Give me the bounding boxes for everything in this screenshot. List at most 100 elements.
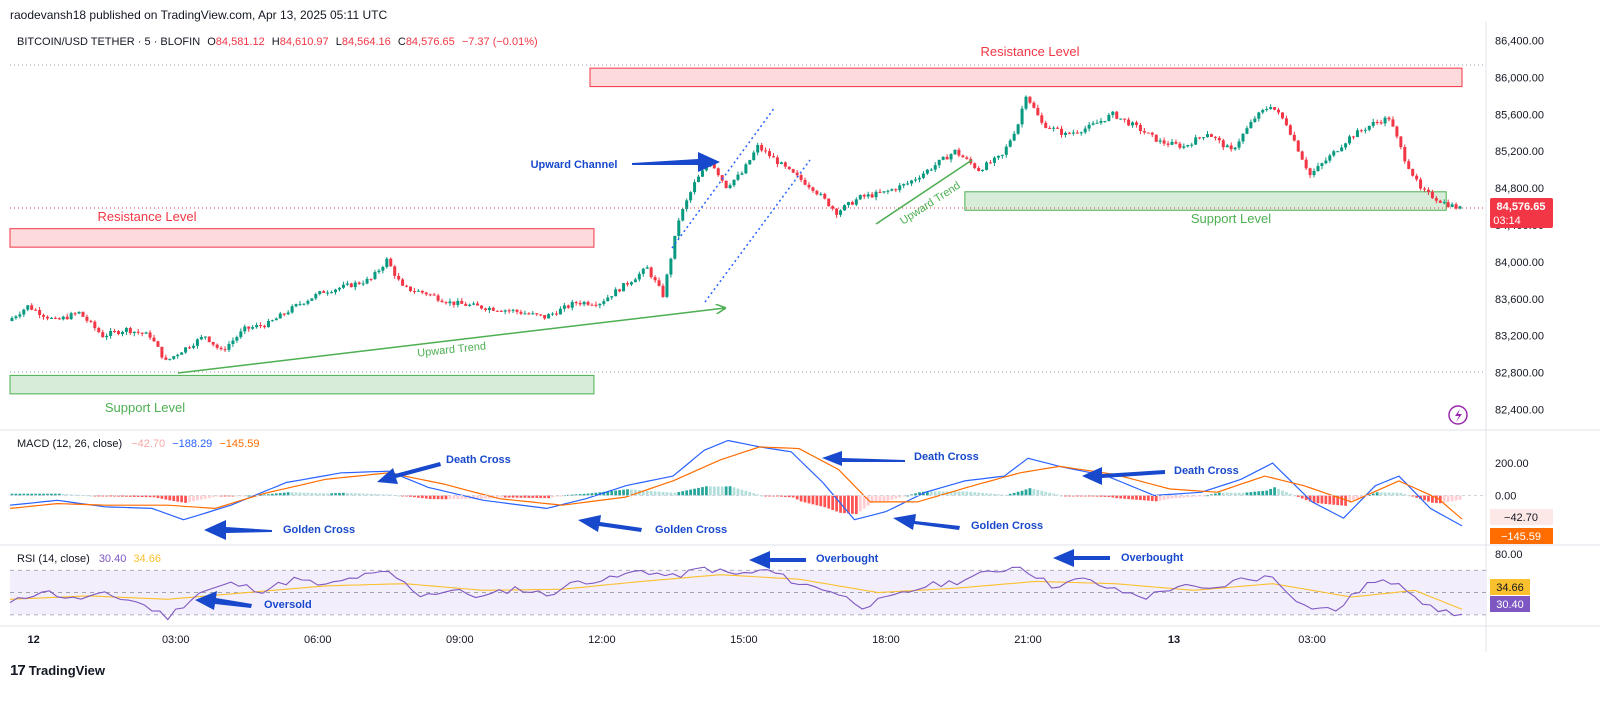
- candle: [614, 287, 618, 297]
- macd-hist-bar: [543, 495, 547, 499]
- candle: [858, 194, 862, 200]
- candle: [259, 322, 263, 329]
- golden-cross-arrow-1: [204, 520, 272, 540]
- lightning-icon[interactable]: [1448, 405, 1468, 425]
- candle: [771, 152, 775, 158]
- macd-hist-bar: [1127, 495, 1130, 500]
- zones-layer: [9, 67, 1463, 395]
- candle: [278, 311, 282, 319]
- time-axis[interactable]: 12 03:00 06:00 09:00 12:00 15:00 18:00 21:00 13 0…: [28, 634, 1326, 646]
- candle: [850, 200, 854, 205]
- candle: [1296, 140, 1300, 152]
- rsi-annotations: Oversold Overbought Overbought: [195, 549, 1184, 611]
- macd-hist-bar: [523, 495, 527, 498]
- candle: [314, 292, 318, 301]
- macd-hist-bar: [440, 495, 444, 500]
- macd-hist-bar: [697, 487, 700, 496]
- macd-hist-bar: [835, 495, 838, 512]
- macd-hist-bar: [1261, 490, 1265, 496]
- symbol-legend: BITCOIN/USD TETHER · 5 · BLOFIN O84,581.…: [17, 36, 538, 48]
- candle: [1249, 119, 1253, 129]
- candle: [1355, 128, 1359, 138]
- candle: [637, 271, 641, 282]
- time-axis-tick: 12:00: [588, 634, 616, 646]
- candle: [310, 298, 314, 302]
- candle: [1261, 108, 1265, 115]
- macd-hist-bar: [819, 495, 823, 507]
- candle: [1403, 144, 1407, 164]
- macd-hist-bar: [803, 495, 807, 503]
- macd-hist-bar: [1419, 495, 1422, 500]
- macd-hist-bar: [464, 495, 468, 499]
- macd-hist-bar: [77, 494, 81, 496]
- macd-hist-bar: [199, 495, 203, 500]
- macd-hist-bar: [973, 492, 977, 496]
- ohlc-open: 84,581.12: [216, 36, 265, 48]
- candle: [1083, 125, 1087, 135]
- macd-hist-bar: [503, 495, 507, 498]
- candle: [1099, 117, 1103, 125]
- macd-hist-bar: [1371, 493, 1375, 496]
- macd-hist-bar: [1431, 495, 1434, 503]
- candle: [105, 333, 109, 340]
- macd-hist-bar: [1166, 495, 1170, 500]
- upward-channel-lower: [704, 159, 811, 303]
- candle: [61, 315, 65, 321]
- macd-hist-bar: [1178, 495, 1182, 498]
- macd-hist-bar: [188, 495, 191, 503]
- candle: [929, 168, 933, 172]
- rsi-ma-tag-label: 34.66: [1496, 582, 1524, 594]
- candle: [1174, 139, 1178, 145]
- candle: [724, 180, 728, 189]
- macd-hist-bar: [1012, 492, 1016, 496]
- macd-hist-bar: [1344, 495, 1347, 506]
- rsi-tag-label: 30.40: [1496, 599, 1524, 611]
- candle: [286, 310, 290, 316]
- candle: [854, 197, 858, 207]
- macd-hist-bar: [117, 495, 120, 497]
- candle: [1067, 132, 1071, 135]
- candle: [57, 317, 61, 320]
- candle: [1150, 131, 1154, 138]
- upward-trend-line-1: [177, 308, 725, 374]
- macd-hist-bar: [132, 495, 136, 497]
- macd-hist-bar: [1229, 492, 1233, 496]
- price-axis-tick: 86,000.00: [1495, 72, 1544, 84]
- candle: [1052, 126, 1056, 132]
- macd-hist-bar: [854, 495, 858, 515]
- tradingview-brand[interactable]: 17 TradingView: [10, 662, 105, 679]
- price-axis[interactable]: 86,400.00 86,000.00 85,600.00 85,200.00 84,8…: [1495, 35, 1544, 416]
- price-axis-tick: 82,800.00: [1495, 368, 1544, 380]
- candle: [787, 166, 791, 170]
- candle: [831, 205, 835, 211]
- macd-hist-bar: [1237, 492, 1241, 496]
- macd-hist-bar: [1265, 490, 1269, 496]
- macd-hist-bar: [298, 492, 302, 496]
- macd-hist-bar: [728, 486, 732, 496]
- oversold-arrow: [195, 591, 252, 610]
- candle: [1348, 134, 1352, 146]
- macd-axis[interactable]: 200.00 0.00: [10, 458, 1529, 502]
- macd-hist-bar: [409, 495, 412, 497]
- macd-hist-bar: [519, 495, 523, 498]
- macd-hist-bar: [716, 486, 720, 496]
- candle: [1265, 106, 1269, 112]
- candle: [385, 257, 389, 269]
- price-axis-tick: 82,400.00: [1495, 405, 1544, 417]
- macd-hist-bar: [1123, 495, 1127, 499]
- macd-hist-bar: [661, 491, 665, 496]
- macd-hist-bar: [444, 495, 448, 500]
- candle: [775, 155, 779, 168]
- macd-hist-bar: [1348, 495, 1351, 503]
- candle: [298, 301, 302, 306]
- macd-hist-bar: [1403, 494, 1407, 496]
- candle: [1012, 130, 1016, 142]
- macd-hist-bar: [981, 492, 984, 496]
- candle: [128, 326, 132, 335]
- macd-hist-bar: [1217, 492, 1221, 496]
- macd-hist-bar: [278, 493, 282, 496]
- candle: [239, 328, 243, 339]
- candle: [653, 275, 657, 283]
- rsi-tag: [1490, 596, 1530, 612]
